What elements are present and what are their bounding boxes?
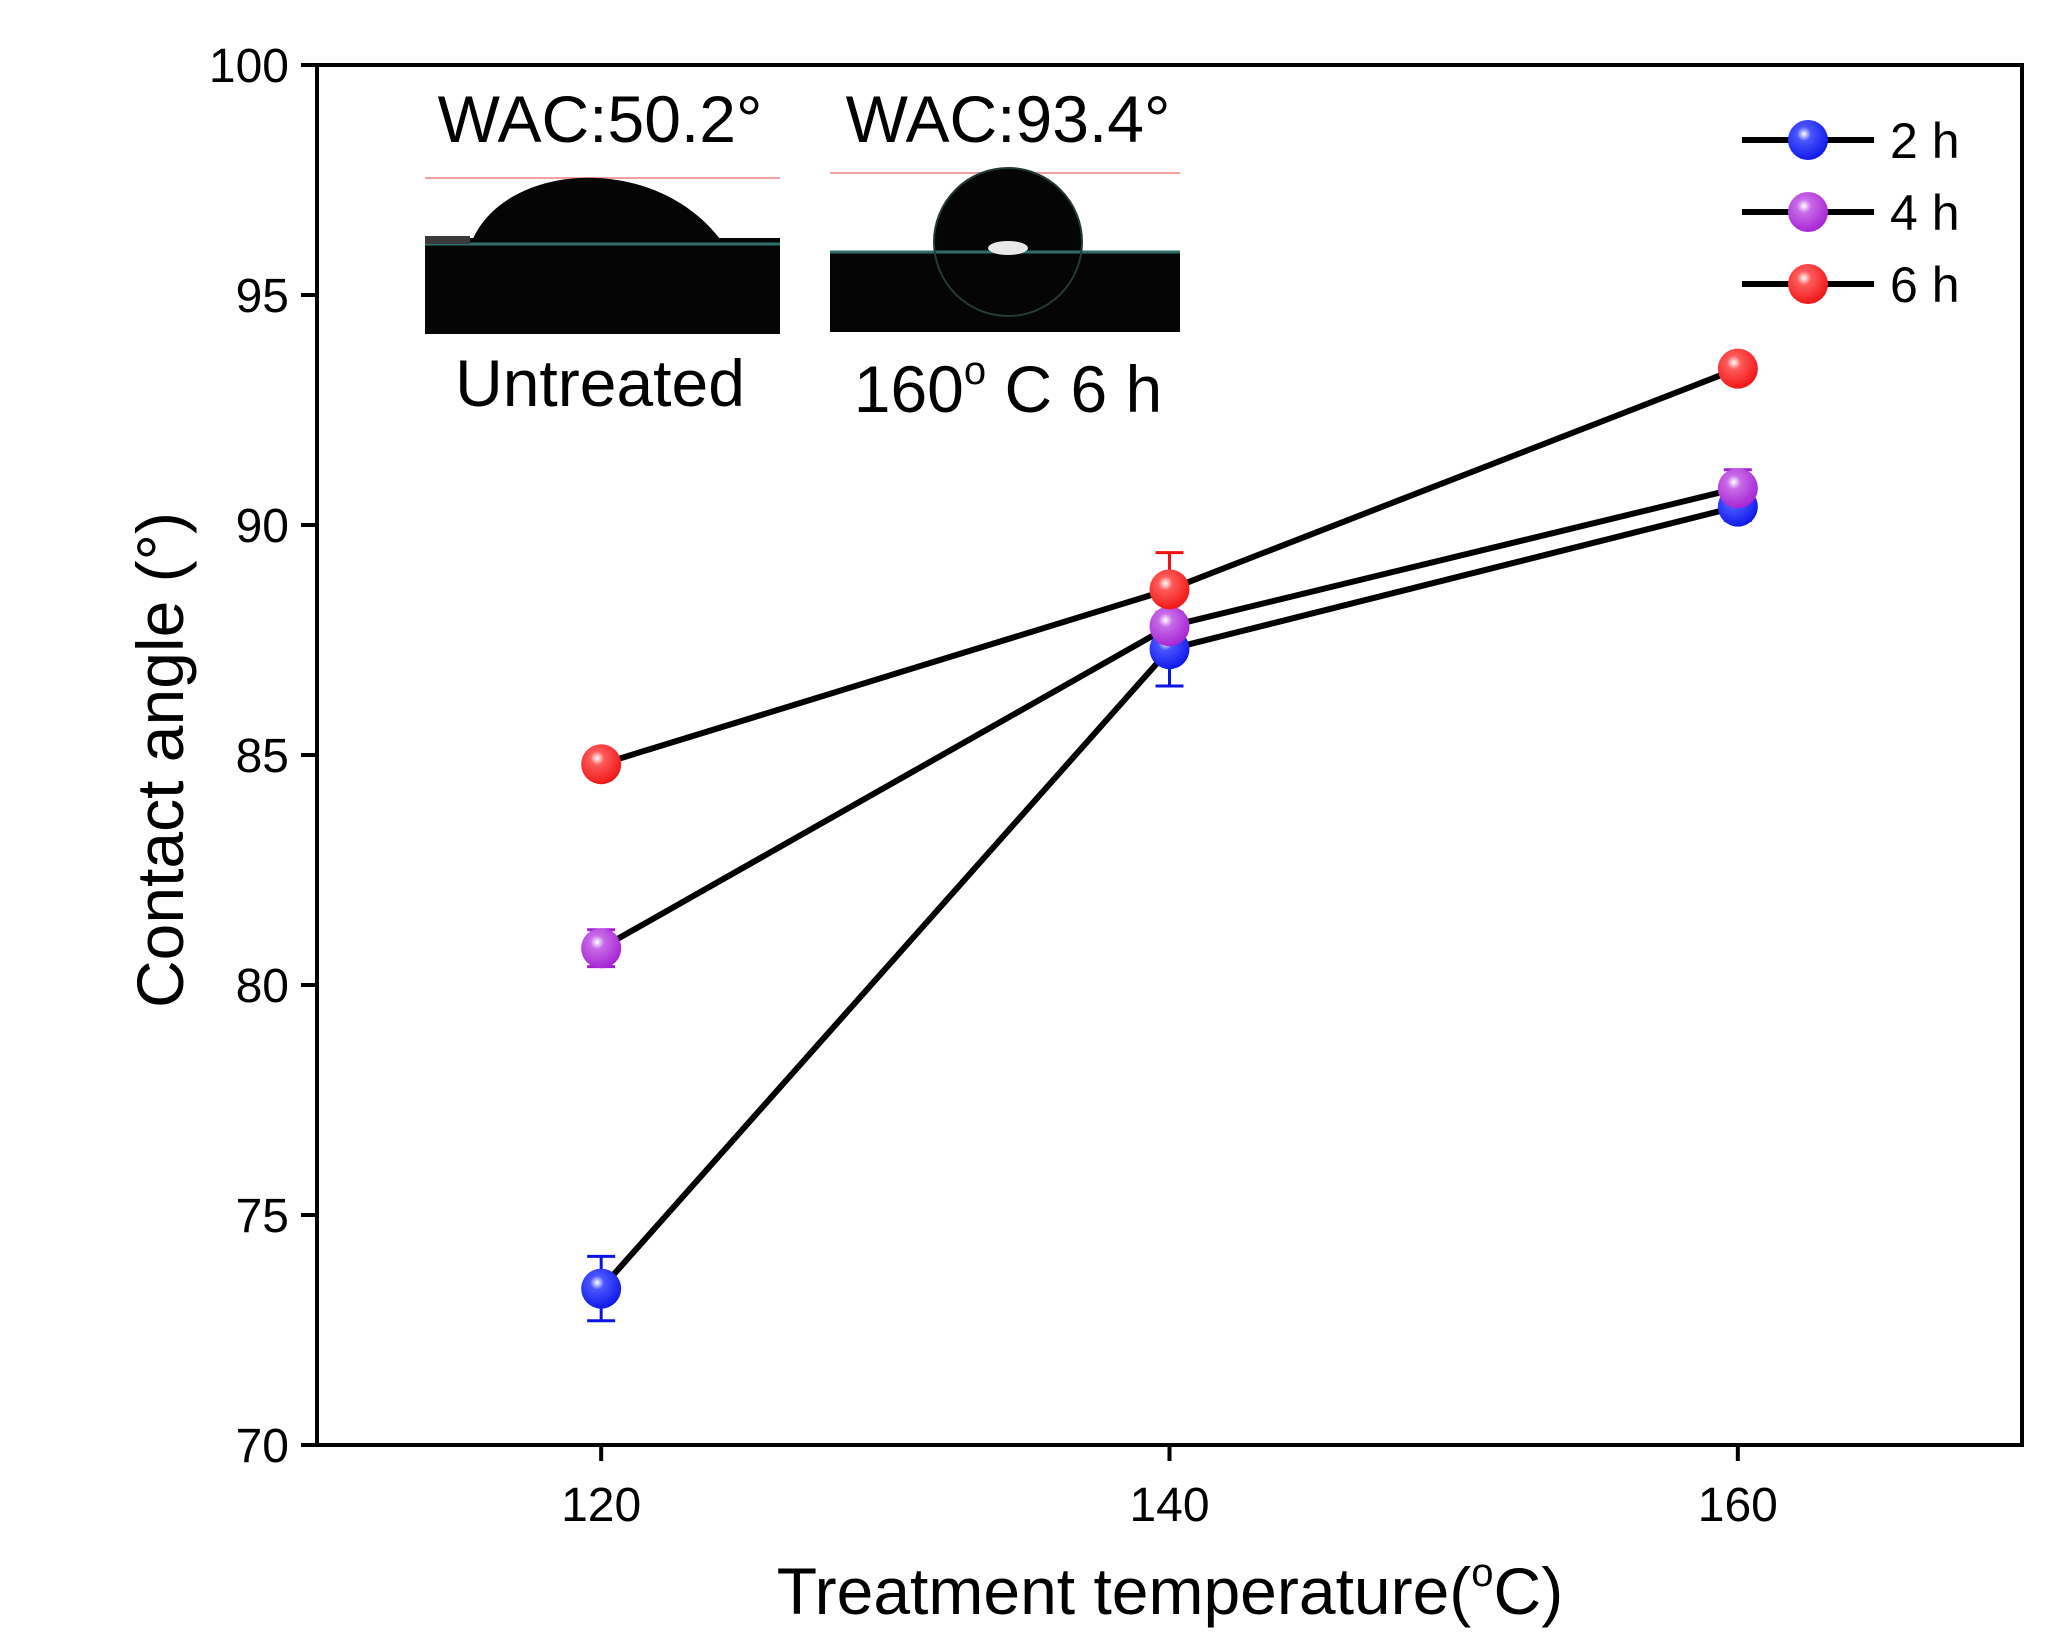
inset-untreated: WAC:50.2° Untreated: [425, 82, 780, 420]
inset-treated-caption-sup: o: [964, 349, 986, 393]
y-tick-label-90: 90: [236, 500, 289, 553]
data-point-2h-120: [581, 1268, 622, 1309]
legend-label-4h: 4 h: [1890, 185, 1960, 241]
y-axis-title: Contact angle (°): [123, 512, 197, 1008]
x-axis-title-main: Treatment temperature(: [777, 1554, 1472, 1628]
x-tick-label-120: 120: [561, 1479, 641, 1532]
legend-label-2h: 2 h: [1890, 113, 1960, 169]
inset-treated-caption: 160o C 6 h: [854, 349, 1162, 426]
inset-treated-wac: WAC:93.4°: [846, 82, 1171, 156]
x-axis-title-tail: C): [1494, 1554, 1564, 1628]
y-tick-label-70: 70: [236, 1420, 289, 1473]
data-markers: [581, 348, 1758, 1309]
y-tick-label-80: 80: [236, 960, 289, 1013]
droplet-image-treated: [830, 167, 1180, 332]
data-point-6h-140: [1149, 569, 1190, 610]
inset-treated-caption-main: 160: [854, 352, 964, 426]
data-point-4h-140: [1149, 606, 1190, 647]
axes: 70 75 80 85 90 95 100 120 140 160: [209, 40, 1778, 1532]
legend: 2 h 4 h 6 h: [1742, 113, 1960, 313]
inset-untreated-wac: WAC:50.2°: [438, 82, 763, 156]
legend-item-4h: 4 h: [1742, 185, 1960, 241]
data-point-4h-120: [581, 928, 622, 969]
y-tick-label-85: 85: [236, 730, 289, 783]
data-point-6h-120: [581, 744, 622, 785]
inset-untreated-caption: Untreated: [455, 346, 745, 420]
droplet-image-untreated: [425, 172, 780, 334]
y-tick-label-100: 100: [209, 40, 289, 93]
legend-label-6h: 6 h: [1890, 257, 1960, 313]
data-point-6h-160: [1717, 348, 1758, 389]
data-point-4h-160: [1717, 468, 1758, 509]
y-tick-label-75: 75: [236, 1190, 289, 1243]
legend-item-2h: 2 h: [1742, 113, 1960, 169]
inset-treated-caption-tail: C 6 h: [986, 352, 1162, 426]
x-axis-title: Treatment temperature(oC): [777, 1551, 1563, 1628]
inset-treated: WAC:93.4° 160o C 6 h: [830, 82, 1180, 426]
x-axis-title-sup: o: [1471, 1551, 1493, 1595]
series-lines: [598, 365, 1739, 1291]
x-tick-label-160: 160: [1698, 1479, 1778, 1532]
legend-item-6h: 6 h: [1742, 257, 1960, 313]
y-tick-label-95: 95: [236, 270, 289, 323]
x-tick-label-140: 140: [1129, 1479, 1209, 1532]
error-bars: [587, 357, 1752, 1323]
